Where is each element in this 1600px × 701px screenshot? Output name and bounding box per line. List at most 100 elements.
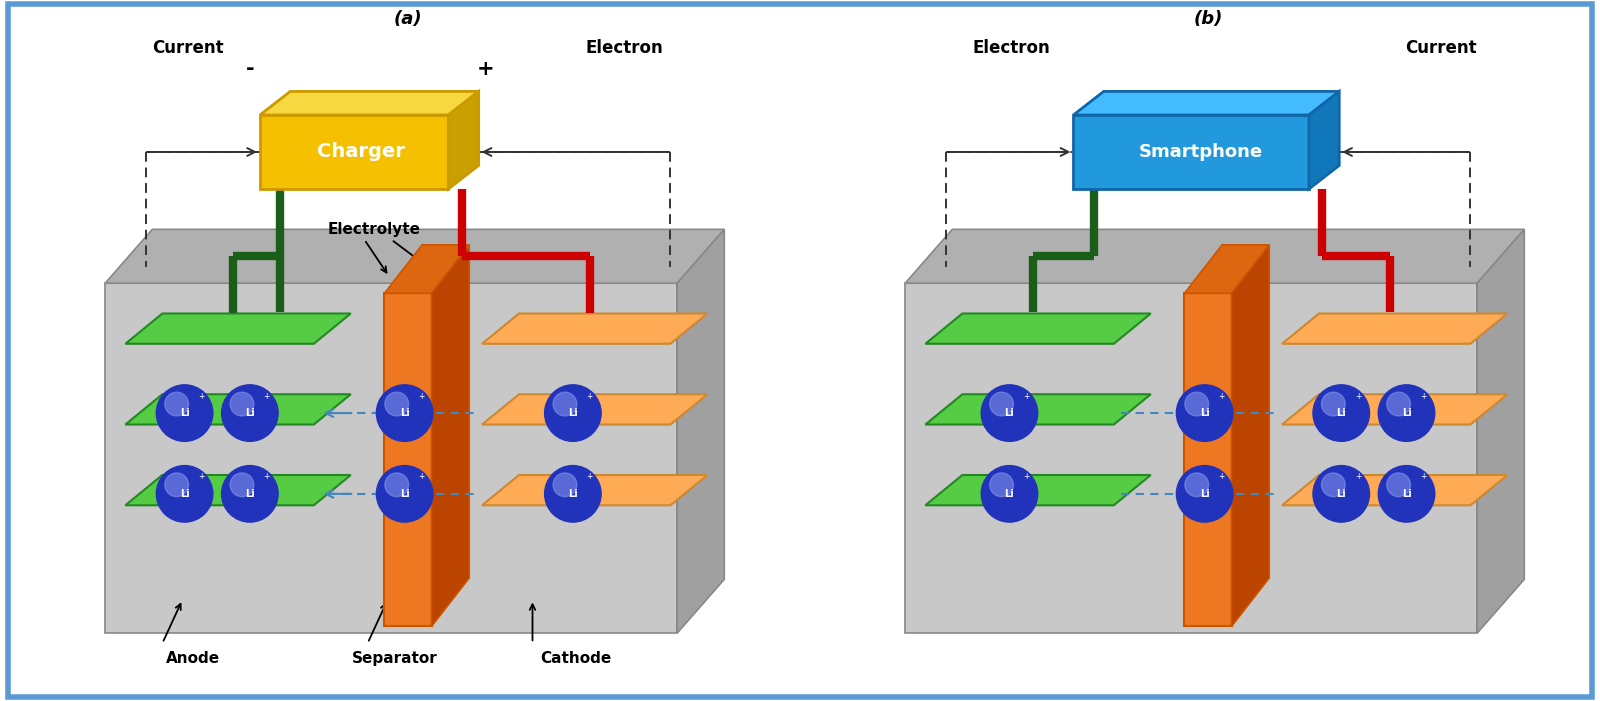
Polygon shape bbox=[259, 91, 478, 115]
Text: +: + bbox=[1219, 392, 1224, 401]
Polygon shape bbox=[448, 91, 478, 189]
Text: Li: Li bbox=[568, 408, 578, 418]
Text: +: + bbox=[587, 472, 594, 482]
Text: Electron: Electron bbox=[973, 39, 1050, 57]
Text: +: + bbox=[1355, 392, 1362, 401]
Polygon shape bbox=[1074, 91, 1339, 115]
Text: -: - bbox=[245, 59, 254, 79]
Text: Li: Li bbox=[1402, 489, 1411, 499]
Circle shape bbox=[230, 392, 254, 416]
Text: Li: Li bbox=[179, 408, 189, 418]
Circle shape bbox=[221, 385, 278, 442]
Circle shape bbox=[376, 385, 434, 442]
Text: Separator: Separator bbox=[352, 651, 437, 667]
Polygon shape bbox=[677, 229, 725, 633]
Text: Electrolyte: Electrolyte bbox=[328, 222, 421, 237]
Text: +: + bbox=[419, 392, 424, 401]
Text: Li: Li bbox=[1200, 408, 1210, 418]
Polygon shape bbox=[906, 229, 1525, 283]
Circle shape bbox=[1186, 473, 1208, 497]
Circle shape bbox=[1378, 465, 1435, 522]
Circle shape bbox=[990, 392, 1013, 416]
Text: +: + bbox=[1024, 392, 1030, 401]
Circle shape bbox=[1322, 473, 1346, 497]
Polygon shape bbox=[906, 283, 1477, 633]
Text: +: + bbox=[198, 472, 205, 482]
Polygon shape bbox=[925, 313, 1150, 343]
Polygon shape bbox=[1184, 293, 1232, 627]
Polygon shape bbox=[125, 394, 350, 425]
Polygon shape bbox=[1282, 394, 1507, 425]
Polygon shape bbox=[125, 475, 350, 505]
Polygon shape bbox=[1184, 245, 1269, 293]
Circle shape bbox=[1176, 465, 1234, 522]
Polygon shape bbox=[925, 394, 1150, 425]
Circle shape bbox=[1378, 385, 1435, 442]
Text: Charger: Charger bbox=[317, 142, 405, 161]
Polygon shape bbox=[1232, 245, 1269, 627]
Circle shape bbox=[554, 392, 578, 416]
Text: +: + bbox=[264, 472, 270, 482]
Circle shape bbox=[157, 465, 213, 522]
Polygon shape bbox=[1477, 229, 1525, 633]
Text: Li: Li bbox=[245, 408, 254, 418]
Circle shape bbox=[376, 465, 434, 522]
Circle shape bbox=[1322, 392, 1346, 416]
Text: Li: Li bbox=[400, 489, 410, 499]
Text: +: + bbox=[1024, 472, 1030, 482]
Circle shape bbox=[1314, 465, 1370, 522]
Circle shape bbox=[981, 385, 1038, 442]
Text: (b): (b) bbox=[1194, 10, 1222, 28]
Circle shape bbox=[386, 473, 408, 497]
Circle shape bbox=[221, 465, 278, 522]
Text: Li: Li bbox=[568, 489, 578, 499]
Text: +: + bbox=[264, 392, 270, 401]
Circle shape bbox=[1176, 385, 1234, 442]
Circle shape bbox=[544, 385, 602, 442]
Polygon shape bbox=[384, 245, 469, 293]
Circle shape bbox=[981, 465, 1038, 522]
Circle shape bbox=[230, 473, 254, 497]
Polygon shape bbox=[1282, 313, 1507, 343]
Polygon shape bbox=[106, 229, 725, 283]
Text: Li: Li bbox=[1336, 489, 1346, 499]
Text: +: + bbox=[419, 472, 424, 482]
Polygon shape bbox=[106, 283, 677, 633]
Text: Li: Li bbox=[1005, 489, 1014, 499]
Text: Li: Li bbox=[179, 489, 189, 499]
Circle shape bbox=[990, 473, 1013, 497]
Polygon shape bbox=[482, 475, 707, 505]
Circle shape bbox=[1314, 385, 1370, 442]
Text: Current: Current bbox=[1405, 39, 1477, 57]
Circle shape bbox=[554, 473, 578, 497]
Text: Li: Li bbox=[1402, 408, 1411, 418]
Circle shape bbox=[544, 465, 602, 522]
Text: Li: Li bbox=[245, 489, 254, 499]
Text: Current: Current bbox=[152, 39, 224, 57]
Text: +: + bbox=[587, 392, 594, 401]
Polygon shape bbox=[1282, 475, 1507, 505]
Polygon shape bbox=[1074, 115, 1309, 189]
Polygon shape bbox=[925, 475, 1150, 505]
Text: Li: Li bbox=[1005, 408, 1014, 418]
Circle shape bbox=[157, 385, 213, 442]
Text: +: + bbox=[477, 59, 494, 79]
Polygon shape bbox=[259, 115, 448, 189]
Circle shape bbox=[1387, 473, 1411, 497]
Text: Li: Li bbox=[1336, 408, 1346, 418]
Polygon shape bbox=[384, 293, 432, 627]
Polygon shape bbox=[125, 313, 350, 343]
Circle shape bbox=[165, 473, 189, 497]
Text: +: + bbox=[1355, 472, 1362, 482]
Circle shape bbox=[386, 392, 408, 416]
Text: Anode: Anode bbox=[165, 651, 219, 667]
Text: Li: Li bbox=[1200, 489, 1210, 499]
Polygon shape bbox=[482, 313, 707, 343]
Circle shape bbox=[1387, 392, 1411, 416]
Text: +: + bbox=[198, 392, 205, 401]
Text: +: + bbox=[1421, 392, 1427, 401]
Text: Electron: Electron bbox=[586, 39, 664, 57]
Circle shape bbox=[1186, 392, 1208, 416]
Text: +: + bbox=[1219, 472, 1224, 482]
Polygon shape bbox=[482, 394, 707, 425]
